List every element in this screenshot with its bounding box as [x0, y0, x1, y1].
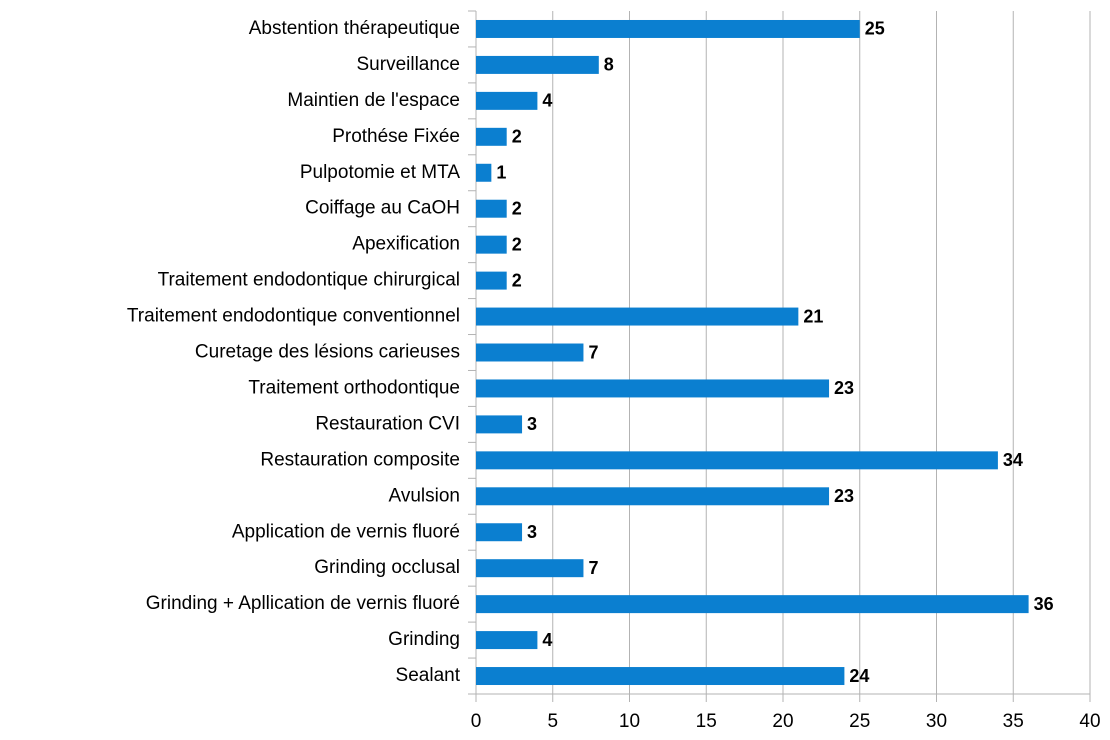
y-tick-label: Traitement endodontique chirurgical	[158, 270, 460, 291]
value-label: 24	[849, 666, 869, 686]
bar	[476, 379, 830, 398]
x-tick-label: 5	[547, 711, 558, 732]
value-label: 3	[527, 414, 537, 434]
value-label: 1	[496, 163, 506, 183]
x-tick-label: 10	[619, 711, 640, 732]
bar	[476, 559, 584, 578]
y-tick-label: Maintien de l'espace	[287, 90, 460, 111]
x-tick-label: 35	[1003, 711, 1024, 732]
bar	[476, 91, 538, 110]
x-tick-label: 25	[849, 711, 870, 732]
value-label: 21	[803, 306, 823, 326]
bar	[476, 523, 523, 542]
value-label: 4	[542, 630, 552, 650]
bar	[476, 271, 507, 290]
x-tick-label: 40	[1079, 711, 1100, 732]
y-tick-label: Grinding occlusal	[314, 557, 460, 578]
y-tick-label: Grinding + Apllication de vernis fluoré	[146, 593, 460, 614]
x-tick-label: 15	[696, 711, 717, 732]
bar	[476, 415, 523, 434]
value-label: 4	[542, 91, 552, 111]
x-tick-label: 20	[772, 711, 793, 732]
bar	[476, 487, 830, 506]
value-label: 23	[834, 486, 854, 506]
value-label: 36	[1034, 594, 1054, 614]
bar	[476, 343, 584, 362]
bar	[476, 451, 998, 470]
y-tick-label: Sealant	[396, 665, 461, 686]
y-tick-label: Restauration CVI	[315, 413, 460, 434]
value-label: 34	[1003, 450, 1023, 470]
y-tick-label: Restauration composite	[260, 449, 460, 470]
value-label: 2	[512, 127, 522, 147]
y-tick-label: Application de vernis fluoré	[232, 521, 460, 542]
x-tick-label: 0	[471, 711, 482, 732]
y-tick-label: Traitement orthodontique	[248, 377, 460, 398]
y-tick-label: Curetage des lésions carieuses	[195, 342, 460, 363]
y-tick-label: Abstention thérapeutique	[249, 18, 460, 39]
y-tick-label: Grinding	[388, 629, 460, 650]
bar	[476, 595, 1029, 614]
value-label: 25	[865, 19, 885, 39]
y-tick-label: Coiffage au CaOH	[305, 198, 460, 219]
y-tick-label: Surveillance	[357, 54, 461, 75]
value-label: 7	[588, 342, 598, 362]
bar	[476, 127, 507, 146]
bar	[476, 199, 507, 218]
bar	[476, 631, 538, 650]
y-tick-label: Traitement endodontique conventionnel	[127, 306, 460, 327]
bar	[476, 667, 845, 686]
bar	[476, 307, 799, 326]
bar	[476, 19, 860, 38]
y-tick-label: Avulsion	[389, 485, 460, 506]
bar	[476, 163, 492, 182]
value-label: 3	[527, 522, 537, 542]
bar	[476, 235, 507, 254]
value-label: 23	[834, 378, 854, 398]
value-label: 2	[512, 198, 522, 218]
x-tick-label: 30	[926, 711, 947, 732]
value-label: 2	[512, 270, 522, 290]
value-label: 7	[588, 558, 598, 578]
y-tick-label: Apexification	[352, 234, 460, 255]
value-label: 2	[512, 234, 522, 254]
bar	[476, 55, 599, 74]
y-tick-label: Prothése Fixée	[332, 126, 460, 147]
y-tick-label: Pulpotomie et MTA	[300, 162, 460, 183]
value-label: 8	[604, 55, 614, 75]
